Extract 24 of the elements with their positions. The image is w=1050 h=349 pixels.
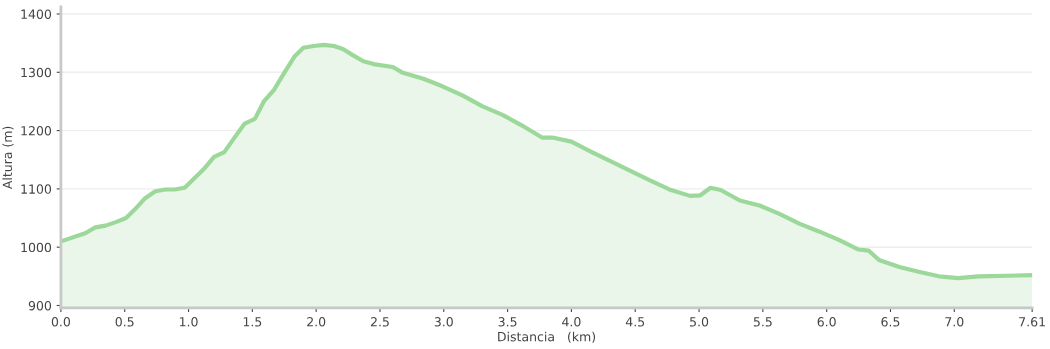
x-tick-label: 7.61 [1019,317,1045,327]
y-tick-label: 900 [28,300,52,311]
x-tick-label: 7.0 [945,317,964,327]
x-tick-label: 6.5 [881,317,900,327]
y-tick-label: 1400 [21,9,52,19]
x-tick-label: 3.5 [498,317,517,327]
y-tick-label: 1100 [21,184,52,194]
x-tick-label: 5.0 [690,317,709,327]
y-tick-label: 1300 [21,67,52,78]
y-axis-title: Altura (m) [2,126,14,190]
x-tick-label: 2.0 [307,317,326,327]
x-tick-label: 4.5 [625,317,645,327]
x-tick-label: 1.0 [179,317,198,327]
y-tick-label: 1000 [21,242,52,253]
y-tick-label: 1200 [21,126,52,136]
x-tick-label: 0.5 [115,317,134,327]
x-tick-label: 6.0 [817,317,836,327]
x-tick-label: 4.0 [562,317,581,327]
x-axis-title: Distancia (km) [498,331,596,343]
x-tick-label: 1.5 [243,317,262,327]
x-tick-label: 2.5 [370,317,389,327]
x-tick-label: 0.0 [51,317,71,327]
x-tick-label: 3.0 [434,317,453,327]
x-tick-label: 5.5 [753,317,772,327]
